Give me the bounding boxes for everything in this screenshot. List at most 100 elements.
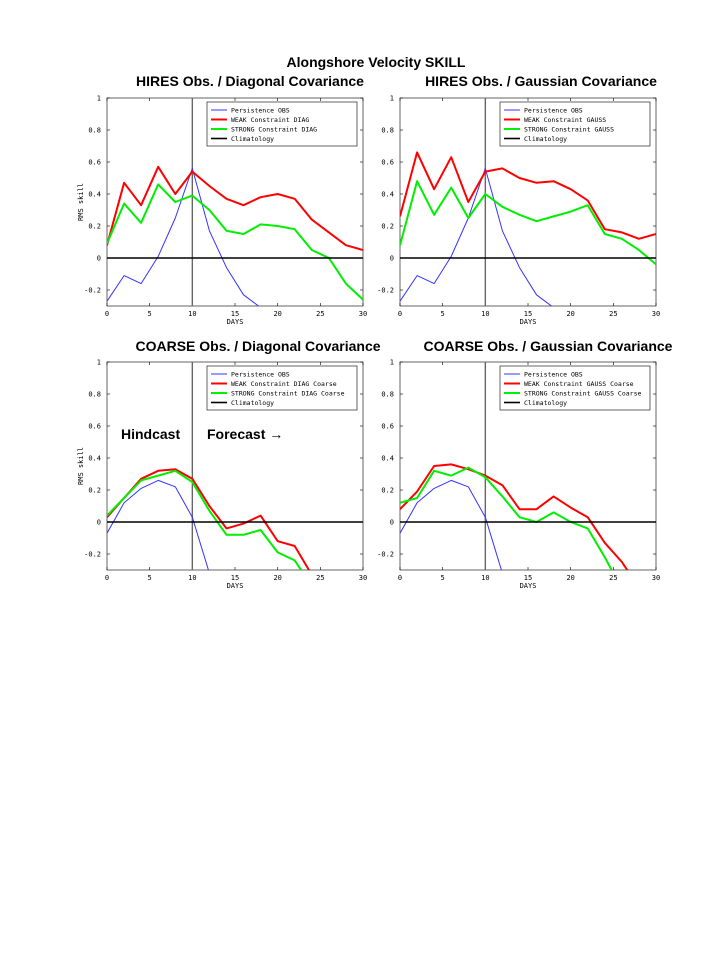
y-tick-label: 0.2 bbox=[381, 487, 394, 495]
legend-box bbox=[206, 365, 358, 411]
x-tick-label: 10 bbox=[188, 310, 196, 318]
x-tick-label: 30 bbox=[652, 310, 660, 318]
x-tick-label: 30 bbox=[652, 574, 660, 582]
legend-entry: STRONG Constraint GAUSS bbox=[524, 125, 614, 133]
series-line-persistence bbox=[107, 167, 260, 306]
y-tick-label: 0.2 bbox=[381, 223, 394, 231]
y-tick-label: 0.4 bbox=[88, 191, 101, 199]
x-tick-label: 25 bbox=[609, 574, 617, 582]
series-line-persistence bbox=[400, 479, 502, 570]
series-line-strong bbox=[107, 183, 363, 301]
x-tick-label: 20 bbox=[273, 574, 281, 582]
panel-title: HIRES Obs. / Gaussian Covariance bbox=[425, 73, 657, 89]
x-tick-label: 5 bbox=[148, 574, 152, 582]
x-tick-label: 20 bbox=[566, 574, 574, 582]
legend-entry: WEAK Constraint GAUSS bbox=[524, 116, 606, 124]
legend: Persistence OBS WEAK Constraint GAUSS Coa… bbox=[499, 365, 651, 411]
panel-title: COARSE Obs. / Gaussian Covariance bbox=[424, 338, 673, 354]
x-axis-label: DAYS bbox=[227, 582, 244, 590]
y-tick-label: 0.8 bbox=[381, 391, 394, 399]
figure-title: Alongshore Velocity SKILL bbox=[287, 54, 466, 70]
x-tick-label: 25 bbox=[316, 310, 324, 318]
y-tick-label: 0.6 bbox=[381, 159, 394, 167]
y-tick-label: -0.2 bbox=[84, 287, 101, 295]
series-line-strong bbox=[400, 180, 656, 266]
y-tick-label: 0.2 bbox=[88, 487, 101, 495]
series-line-weak bbox=[107, 468, 311, 570]
legend-entry: Climatology bbox=[524, 135, 567, 143]
legend-entry: STRONG Constraint DIAG Coarse bbox=[231, 389, 345, 397]
x-tick-label: 15 bbox=[524, 574, 532, 582]
legend: Persistence OBS WEAK Constraint DIAG Coar… bbox=[206, 365, 358, 411]
series-line-persistence bbox=[107, 479, 209, 570]
x-tick-label: 5 bbox=[148, 310, 152, 318]
y-tick-label: 0 bbox=[390, 255, 394, 263]
x-tick-label: 0 bbox=[398, 310, 402, 318]
series-line-strong bbox=[107, 469, 303, 570]
x-tick-label: 5 bbox=[441, 574, 445, 582]
series-line-weak bbox=[400, 151, 656, 240]
legend-entry: STRONG Constraint DIAG bbox=[231, 125, 317, 133]
legend-entry: WEAK Constraint GAUSS Coarse bbox=[524, 380, 634, 388]
x-tick-label: 10 bbox=[481, 310, 489, 318]
y-tick-label: 1 bbox=[97, 359, 101, 367]
y-tick-label: 0.4 bbox=[88, 455, 101, 463]
x-axis-label: DAYS bbox=[227, 318, 244, 326]
y-tick-label: 0 bbox=[97, 255, 101, 263]
y-tick-label: 1 bbox=[97, 95, 101, 103]
series-line-weak bbox=[400, 463, 629, 570]
y-tick-label: 1 bbox=[390, 95, 394, 103]
x-tick-label: 5 bbox=[441, 310, 445, 318]
legend-entry: Climatology bbox=[231, 135, 274, 143]
x-tick-label: 15 bbox=[231, 310, 239, 318]
legend-entry: Persistence OBS bbox=[524, 106, 583, 114]
x-tick-label: 25 bbox=[609, 310, 617, 318]
y-tick-label: 0.4 bbox=[381, 191, 394, 199]
series-line-weak bbox=[107, 165, 363, 251]
y-tick-label: 0 bbox=[97, 519, 101, 527]
plot-area bbox=[107, 98, 363, 306]
y-tick-label: -0.2 bbox=[377, 287, 394, 295]
x-tick-label: 0 bbox=[105, 310, 109, 318]
x-tick-label: 15 bbox=[231, 574, 239, 582]
y-tick-label: 0.6 bbox=[381, 423, 394, 431]
legend-entry: Climatology bbox=[524, 399, 567, 407]
y-tick-label: 0.8 bbox=[88, 127, 101, 135]
y-tick-label: 0.8 bbox=[381, 127, 394, 135]
y-tick-label: 1 bbox=[390, 359, 394, 367]
legend-entry: Climatology bbox=[231, 399, 274, 407]
y-tick-label: 0.6 bbox=[88, 159, 101, 167]
x-tick-label: 15 bbox=[524, 310, 532, 318]
legend-entry: Persistence OBS bbox=[231, 106, 290, 114]
panel-title: COARSE Obs. / Diagonal Covariance bbox=[135, 338, 380, 354]
x-tick-label: 10 bbox=[481, 574, 489, 582]
x-tick-label: 20 bbox=[566, 310, 574, 318]
legend-entry: STRONG Constraint GAUSS Coarse bbox=[524, 389, 641, 397]
plot-area bbox=[400, 362, 656, 570]
plot-area bbox=[107, 362, 363, 570]
y-tick-label: 0.6 bbox=[88, 423, 101, 431]
plot-area bbox=[400, 98, 656, 306]
legend-entry: WEAK Constraint DIAG bbox=[231, 116, 309, 124]
legend: Persistence OBS WEAK Constraint GAUSSSTRO… bbox=[499, 101, 651, 147]
chart-panel-4: COARSE Obs. / Gaussian Covariance 0 5 10 15 2… bbox=[377, 338, 673, 590]
y-tick-label: -0.2 bbox=[84, 551, 101, 559]
legend-entry: WEAK Constraint DIAG Coarse bbox=[231, 380, 337, 388]
x-tick-label: 30 bbox=[359, 310, 367, 318]
y-tick-label: 0.2 bbox=[88, 223, 101, 231]
y-tick-label: 0 bbox=[390, 519, 394, 527]
y-tick-label: 0.8 bbox=[88, 391, 101, 399]
forecast-label: Forecast → bbox=[207, 426, 283, 442]
x-tick-label: 30 bbox=[359, 574, 367, 582]
legend-box bbox=[206, 101, 358, 147]
legend-entry: Persistence OBS bbox=[231, 370, 290, 378]
x-tick-label: 0 bbox=[105, 574, 109, 582]
legend: Persistence OBS WEAK Constraint DIAGSTRON… bbox=[206, 101, 358, 147]
series-line-strong bbox=[400, 466, 613, 570]
y-axis-label: RMS skill bbox=[77, 183, 85, 221]
